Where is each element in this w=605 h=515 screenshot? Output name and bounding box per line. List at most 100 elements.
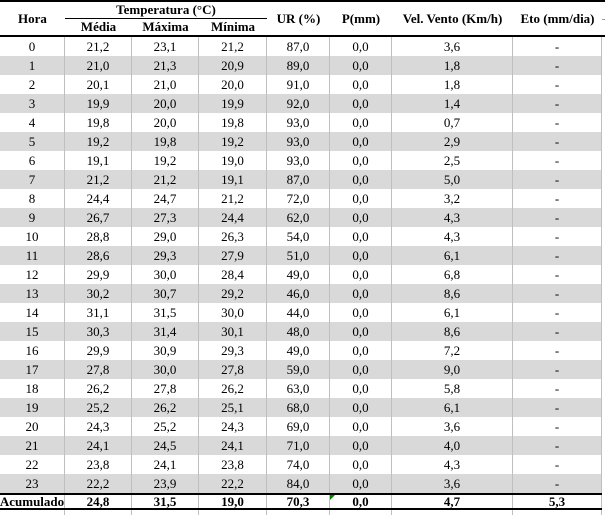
cell-minima: 24,4: [199, 208, 267, 227]
cell-media: 30,3: [65, 322, 132, 341]
cell-eto: -: [513, 417, 602, 436]
cell-ur: 54,0: [267, 227, 330, 246]
cell-eto: 5,3: [513, 495, 602, 508]
column-header-minima: Mínima: [210, 19, 256, 34]
cell-p: 0,0: [330, 436, 392, 455]
cell-vento: 1,8: [392, 75, 513, 94]
cell-hora: 22: [0, 455, 65, 474]
cell-minima: 24,3: [199, 417, 267, 436]
cell-ur: 49,0: [267, 341, 330, 360]
cell-eto: -: [513, 322, 602, 341]
cell-minima: 22,2: [199, 474, 267, 493]
cell-p-value: 0,0: [352, 494, 369, 509]
cell-p: 0,0: [330, 94, 392, 113]
cell-ur: 46,0: [267, 284, 330, 303]
cell-eto: -: [513, 284, 602, 303]
cell-minima: 19,9: [199, 94, 267, 113]
cell-p: 0,0: [330, 341, 392, 360]
cell-ur: 91,0: [267, 75, 330, 94]
cell-media: 29,9: [65, 265, 132, 284]
cell-eto: -: [513, 94, 602, 113]
cell-media: 26,2: [65, 379, 132, 398]
cell-p: 0,0: [330, 151, 392, 170]
table-row: 10 28,8 29,0 26,3 54,0 0,0 4,3 -: [0, 227, 602, 246]
cell-vento: 5,0: [392, 170, 513, 189]
cell-vento: 8,6: [392, 322, 513, 341]
cell-ur: 44,0: [267, 303, 330, 322]
table-row: 11 28,6 29,3 27,9 51,0 0,0 6,1 -: [0, 246, 602, 265]
cell-media: 25,2: [65, 398, 132, 417]
cell-p: 0,0: [330, 495, 392, 508]
column-header-maxima: Máxima: [142, 19, 189, 34]
cell-maxima: 24,7: [132, 189, 199, 208]
cell-eto: -: [513, 303, 602, 322]
cell-minima: 19,0: [199, 151, 267, 170]
cell-vento: 4,3: [392, 227, 513, 246]
cell-media: 23,8: [65, 455, 132, 474]
cell-eto: -: [513, 379, 602, 398]
cell-p: 0,0: [330, 360, 392, 379]
cell-ur: 87,0: [267, 37, 330, 56]
cell-ur: 93,0: [267, 132, 330, 151]
cell-media: 19,9: [65, 94, 132, 113]
cell-p: 0,0: [330, 398, 392, 417]
table-row: 16 29,9 30,9 29,3 49,0 0,0 7,2 -: [0, 341, 602, 360]
cell-ur: 92,0: [267, 94, 330, 113]
table-row: 1 21,0 21,3 20,9 89,0 0,0 1,8 -: [0, 56, 602, 75]
cell-note-triangle-icon: [330, 495, 335, 500]
cell-eto: -: [513, 474, 602, 493]
cell-media: 24,3: [65, 417, 132, 436]
cell-minima: 27,8: [199, 360, 267, 379]
table-row: 23 22,2 23,9 22,2 84,0 0,0 3,6 -: [0, 474, 602, 493]
cell-hora: 21: [0, 436, 65, 455]
cell-ur: 59,0: [267, 360, 330, 379]
cell-vento: 2,9: [392, 132, 513, 151]
cell-p: 0,0: [330, 56, 392, 75]
cell-ur: 63,0: [267, 379, 330, 398]
cell-hora: 8: [0, 189, 65, 208]
cell-maxima: 23,9: [132, 474, 199, 493]
cell-minima: 19,0: [199, 495, 267, 508]
cell-eto: -: [513, 56, 602, 75]
cell-maxima: 27,8: [132, 379, 199, 398]
cell-hora: 0: [0, 37, 65, 56]
column-header-media: Média: [80, 19, 117, 34]
cell-p: 0,0: [330, 227, 392, 246]
cell-ur: 62,0: [267, 208, 330, 227]
cell-ur: 93,0: [267, 151, 330, 170]
cell-media: 29,9: [65, 341, 132, 360]
cell-minima: 25,1: [199, 398, 267, 417]
cell-vento: 5,8: [392, 379, 513, 398]
accumulated-row: Acumulado 24,8 31,5 19,0 70,3 0,0 4,7 5,…: [0, 493, 602, 510]
cell-eto: -: [513, 360, 602, 379]
cell-media: 24,8: [65, 495, 132, 508]
cell-eto: -: [513, 455, 602, 474]
cell-maxima: 26,2: [132, 398, 199, 417]
cell-vento: 3,6: [392, 37, 513, 56]
table-row: 17 27,8 30,0 27,8 59,0 0,0 9,0 -: [0, 360, 602, 379]
cell-maxima: 31,5: [132, 495, 199, 508]
cell-hora: 2: [0, 75, 65, 94]
cell-ur: 68,0: [267, 398, 330, 417]
cell-vento: 1,4: [392, 94, 513, 113]
table-row: 20 24,3 25,2 24,3 69,0 0,0 3,6 -: [0, 417, 602, 436]
cell-media: 24,1: [65, 436, 132, 455]
cell-vento: 4,3: [392, 455, 513, 474]
cell-vento: 3,6: [392, 417, 513, 436]
cell-maxima: 21,2: [132, 170, 199, 189]
cell-hora: 18: [0, 379, 65, 398]
cell-maxima: 24,5: [132, 436, 199, 455]
cell-minima: 20,0: [199, 75, 267, 94]
cell-minima: 27,9: [199, 246, 267, 265]
table-row: 18 26,2 27,8 26,2 63,0 0,0 5,8 -: [0, 379, 602, 398]
cell-eto: -: [513, 189, 602, 208]
cell-maxima: 19,2: [132, 151, 199, 170]
cell-maxima: 30,0: [132, 360, 199, 379]
cell-hora: 10: [0, 227, 65, 246]
cell-hora: 4: [0, 113, 65, 132]
gridline-stubs: [0, 510, 602, 515]
cell-ur: 84,0: [267, 474, 330, 493]
table-row: 9 26,7 27,3 24,4 62,0 0,0 4,3 -: [0, 208, 602, 227]
table-row: 8 24,4 24,7 21,2 72,0 0,0 3,2 -: [0, 189, 602, 208]
table-row: 21 24,1 24,5 24,1 71,0 0,0 4,0 -: [0, 436, 602, 455]
